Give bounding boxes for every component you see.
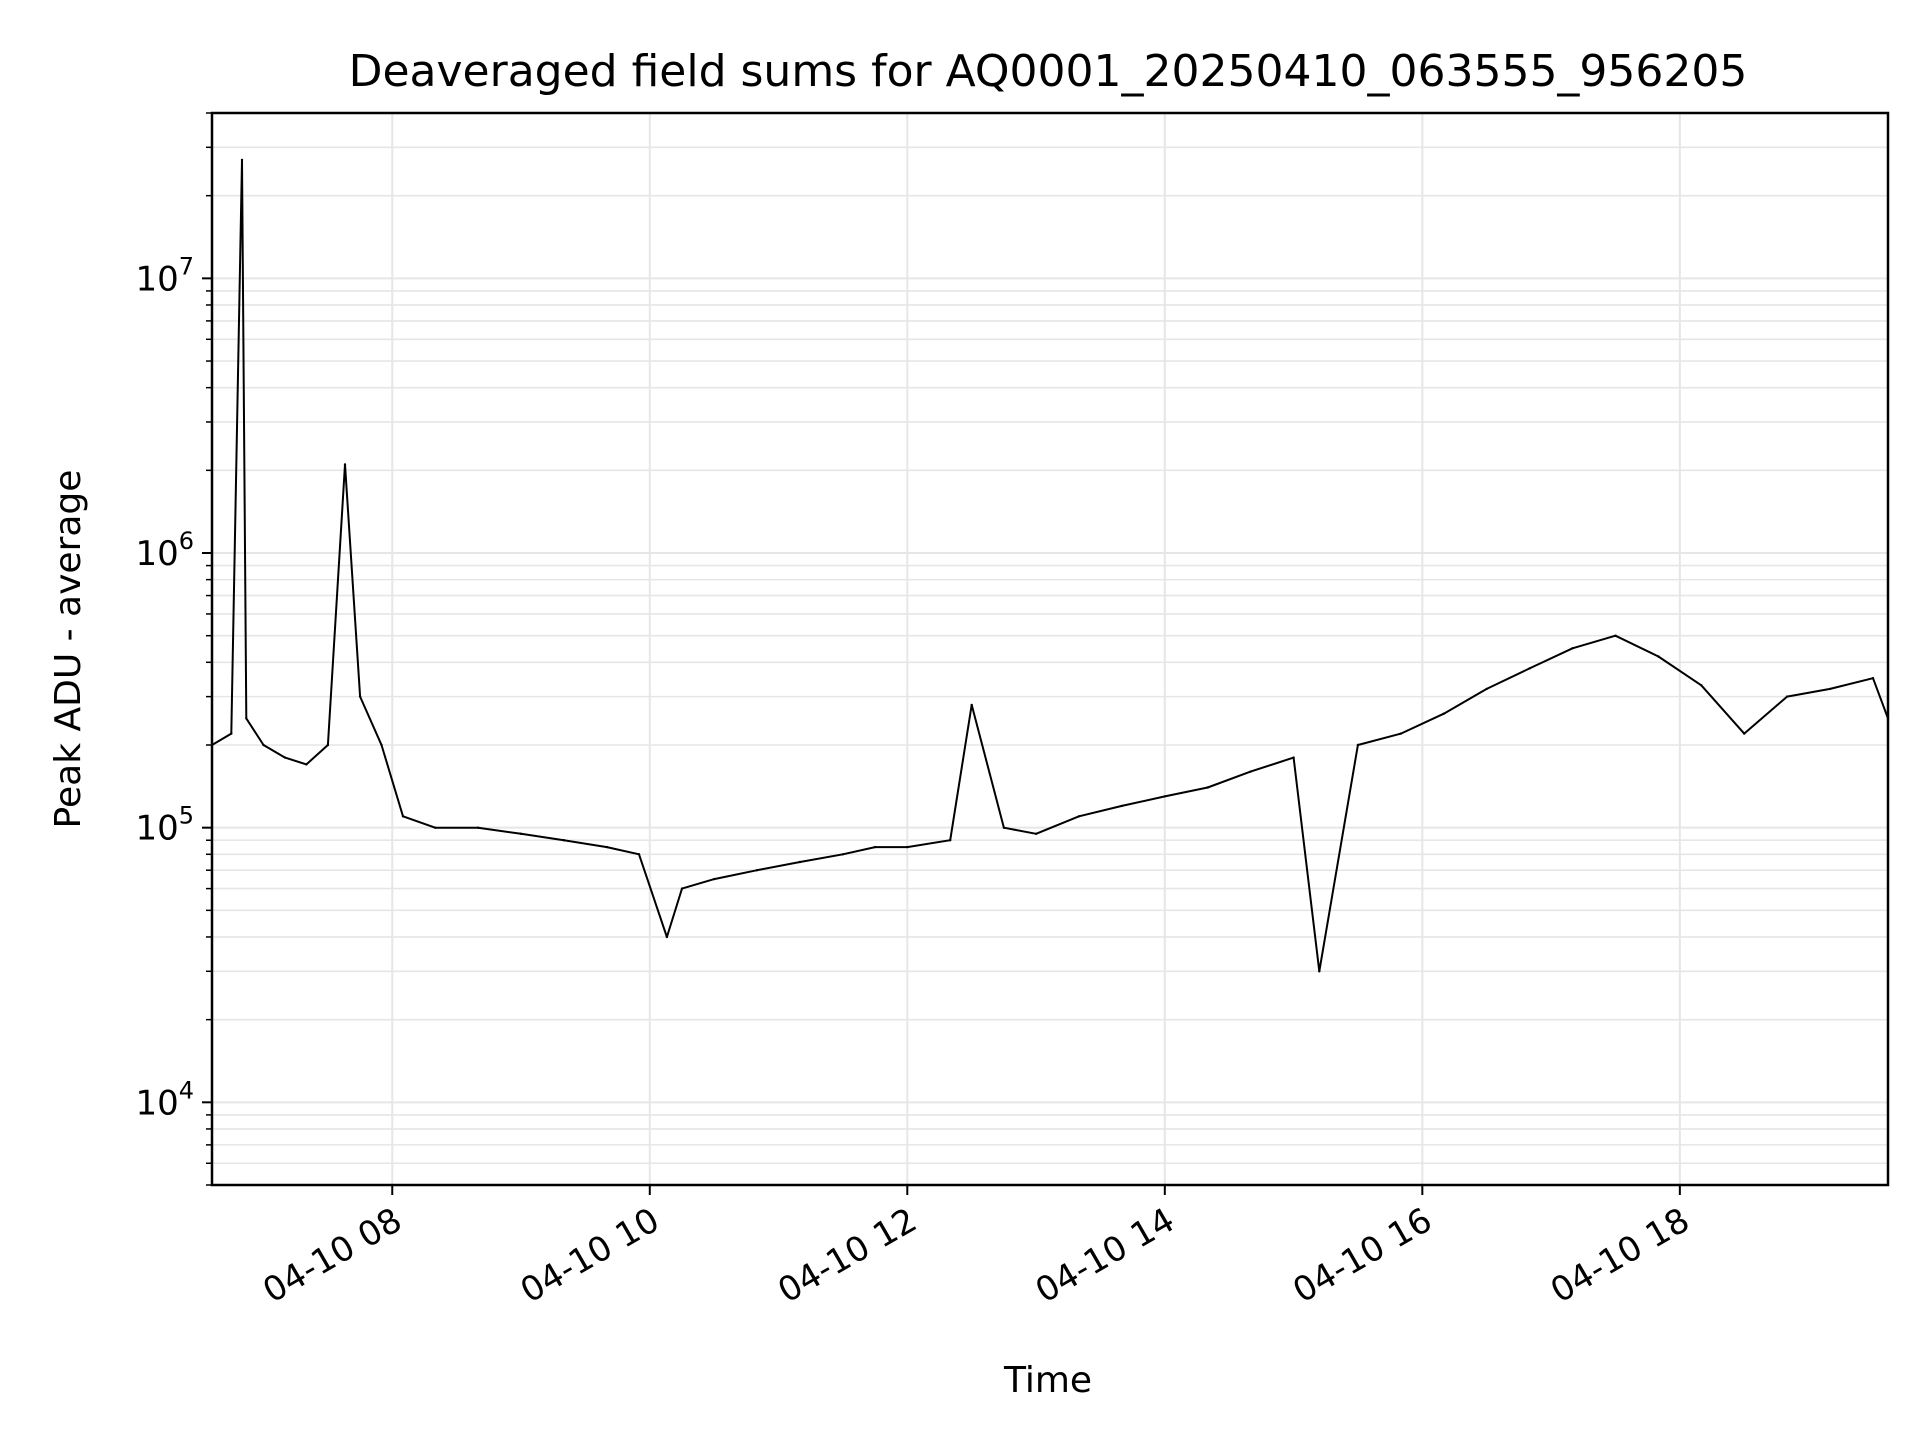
y-tick-base: 10: [135, 809, 178, 849]
grid-lines: [212, 112, 1888, 1186]
plot-area: 04-10 08 04-10 10 04-10 12 04-10 14 04-10 16…: [135, 111, 1890, 1311]
data-point: [1828, 687, 1832, 691]
y-tick-base: 10: [135, 534, 178, 574]
data-point: [230, 732, 233, 735]
data-point: [1743, 732, 1746, 735]
plot-frame: [210, 111, 1890, 1187]
data-point: [562, 839, 566, 842]
x-axis-label: Time: [1003, 1360, 1092, 1401]
data-point: [1002, 826, 1006, 829]
data-point: [1657, 655, 1660, 658]
data-point: [713, 877, 716, 881]
y-tick-exponent: 6: [179, 527, 194, 555]
y-axis-label: Peak ADU - average: [48, 470, 89, 829]
data-point: [245, 717, 248, 720]
data-point: [1318, 970, 1321, 973]
data-point: [1292, 756, 1295, 759]
y-tick-exponent: 5: [179, 802, 194, 830]
data-point: [841, 853, 845, 856]
y-tick-exponent: 7: [179, 252, 194, 280]
data-point: [1571, 647, 1574, 650]
data-point: [240, 158, 244, 162]
data-point: [519, 832, 523, 835]
data-point: [1442, 712, 1446, 715]
data-point: [358, 695, 362, 698]
data-point: [262, 743, 265, 747]
data-point: [605, 845, 609, 849]
data-point: [949, 839, 952, 842]
y-tick-label: 106: [135, 527, 194, 574]
data-point: [1785, 695, 1789, 698]
data-point: [970, 703, 973, 707]
data-point: [305, 763, 308, 766]
data-point: [1249, 770, 1252, 773]
data-layer: [210, 158, 1890, 973]
chart-title: Deaveraged field sums for AQ0001_2025041…: [349, 46, 1748, 97]
y-tick-label: 105: [135, 802, 194, 849]
data-point: [1356, 743, 1360, 747]
data-point: [1485, 687, 1488, 691]
data-point: [343, 463, 347, 466]
data-point: [380, 743, 383, 747]
data-point: [476, 826, 480, 829]
data-point: [873, 845, 877, 849]
data-point: [1614, 634, 1617, 637]
data-point: [283, 756, 287, 759]
data-point: [1206, 786, 1209, 789]
data-point: [326, 743, 330, 747]
data-point: [401, 815, 405, 818]
plot-background: [212, 113, 1888, 1185]
y-tick-exponent: 4: [179, 1076, 194, 1104]
data-point: [1399, 732, 1403, 735]
data-point: [906, 845, 909, 849]
data-point: [1528, 667, 1531, 670]
y-tick-base: 10: [135, 259, 178, 299]
data-point: [755, 869, 759, 872]
y-tick-base: 10: [135, 1083, 178, 1123]
data-point: [434, 826, 437, 829]
data-point: [798, 860, 802, 864]
data-point: [680, 887, 684, 890]
data-point: [1871, 677, 1875, 680]
data-point: [1034, 832, 1038, 835]
data-point: [1700, 684, 1703, 687]
y-tick-label: 107: [135, 252, 194, 299]
data-point: [1077, 815, 1081, 818]
data-point: [1120, 804, 1124, 808]
y-tick-label: 104: [135, 1076, 194, 1123]
data-point: [637, 853, 641, 856]
data-point: [1163, 795, 1167, 798]
data-point: [665, 935, 669, 939]
